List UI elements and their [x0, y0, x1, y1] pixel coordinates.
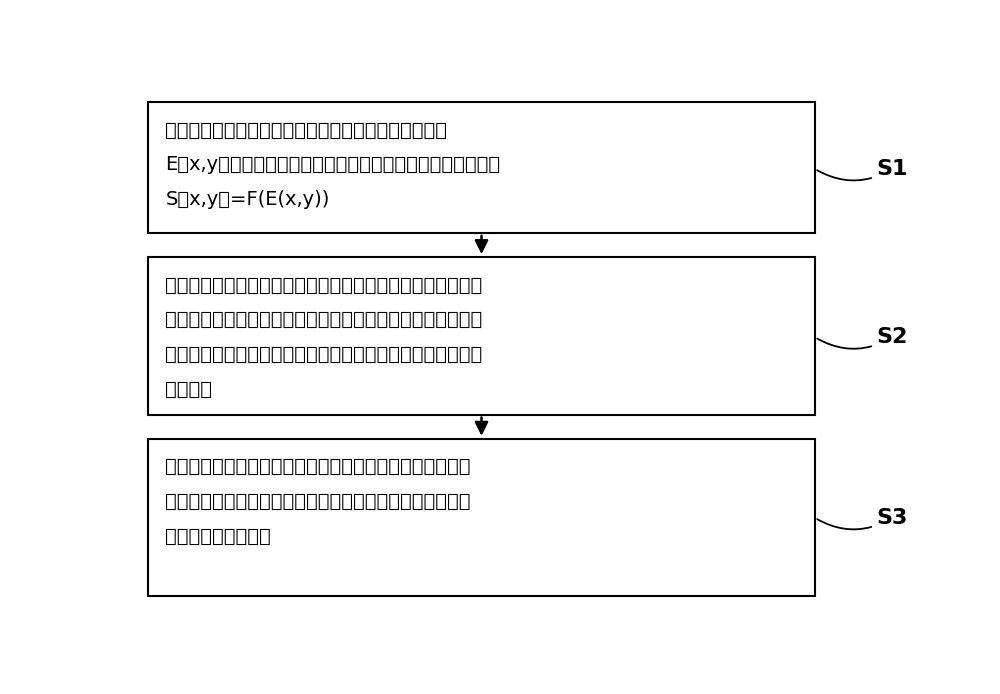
Text: 通过光学模型得到光刻胶的光场分布，设定光场分布为: 通过光学模型得到光刻胶的光场分布，设定光场分布为	[165, 121, 447, 139]
Text: S（x,y）=F(E(x,y)): S（x,y）=F(E(x,y))	[165, 190, 330, 209]
Text: S2: S2	[817, 327, 908, 349]
Text: S1: S1	[817, 159, 908, 180]
Text: 为光刻胶形变量的等效以获得等效方程，所述等效方程为微分: 为光刻胶形变量的等效以获得等效方程，所述等效方程为微分	[165, 345, 483, 364]
Text: 选用泰勒展开式对所述等效方程进行近似计算以获得应力或: 选用泰勒展开式对所述等效方程进行近似计算以获得应力或	[165, 457, 471, 476]
Text: E（x,y），且设定光刻胶中酸浓度的分布为光场分布的函数，: E（x,y），且设定光刻胶中酸浓度的分布为光场分布的函数，	[165, 155, 500, 174]
Bar	[148, 102, 815, 233]
Bar	[148, 257, 815, 414]
Text: 设定光刻胶在后烘过程中的热收缩效应为弹性形变，基于弹性: 设定光刻胶在后烘过程中的热收缩效应为弹性形变，基于弹性	[165, 276, 483, 295]
Bar	[148, 439, 815, 596]
Text: 者应变的近似值，根据所述近似值对光场分布进行调整以获: 者应变的近似值，根据所述近似值对光场分布进行调整以获	[165, 492, 471, 511]
Text: 力学对光刻胶的弹性形变进行分析，设定应力、应变之一者作: 力学对光刻胶的弹性形变进行分析，设定应力、应变之一者作	[165, 310, 483, 330]
Text: 方程；及: 方程；及	[165, 380, 212, 399]
Text: 得合适的酸浓度分布: 得合适的酸浓度分布	[165, 527, 271, 545]
Text: S3: S3	[817, 508, 908, 530]
